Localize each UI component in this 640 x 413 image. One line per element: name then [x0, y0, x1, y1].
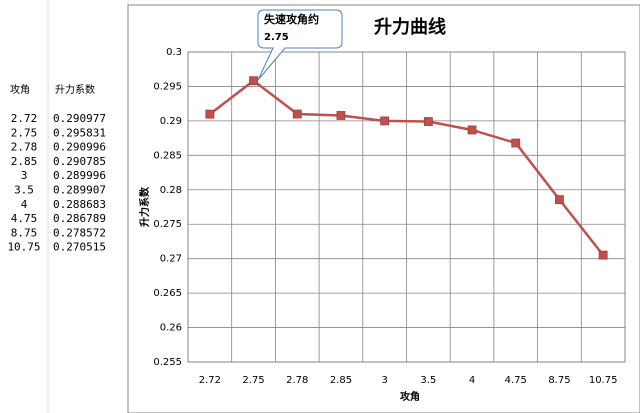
annotation: 2.75: [264, 32, 289, 43]
x-tick-label: 2.78: [286, 375, 308, 386]
series-line: [209, 79, 605, 256]
table-cell: 4.75: [11, 212, 38, 225]
chart-area: [127, 4, 640, 413]
marker: [336, 111, 346, 120]
y-tick-label: 0.295: [153, 81, 182, 92]
table-header: 攻角: [10, 83, 30, 96]
x-tick-label: 3.5: [420, 375, 436, 386]
table-cell: 0.270515: [53, 241, 106, 254]
y-tick-label: 0.285: [153, 150, 182, 161]
y-tick-label: 0.29: [160, 116, 182, 127]
x-tick-label: 3: [381, 375, 387, 386]
marker: [511, 138, 521, 148]
x-tick-label: 2.75: [242, 375, 264, 386]
x-tick-label: 4.75: [505, 375, 527, 386]
annotation: 失速攻角约: [264, 12, 319, 26]
table-header: 升力系数: [55, 83, 95, 96]
callout: 失速攻角约 2.75: [257, 9, 343, 81]
marker: [467, 125, 477, 135]
x-tick-label: 4: [469, 375, 475, 386]
marker: [380, 116, 390, 126]
callout-box: [257, 9, 343, 81]
marker: [555, 195, 564, 205]
y-tick-label: 0.275: [153, 219, 182, 230]
table-cell: 2.78: [11, 141, 38, 154]
y-tick-label: 0.27: [160, 254, 182, 265]
table-cell: 0.289996: [53, 169, 106, 182]
plot-border: [187, 51, 626, 363]
table-cell: 2.75: [11, 126, 38, 139]
table-cell: 4: [21, 198, 28, 211]
data-table: 攻角 升力系数 2.72 0.290977 2.75 0.295831 2.78 0.29…: [7, 83, 106, 254]
y-tick-label: 0.255: [153, 357, 182, 368]
y-tick-label: 0.28: [160, 185, 182, 196]
marker: [423, 117, 433, 126]
x-tick-label: 2.85: [330, 375, 352, 386]
marker: [292, 109, 302, 119]
x-tick-label: 10.75: [589, 375, 618, 386]
y-tick-label: 0.26: [160, 323, 182, 334]
y-tick-label: 0.3: [166, 47, 182, 58]
marker: [598, 250, 608, 260]
table-cell: 0.289907: [53, 184, 106, 197]
x-tick-label: 2.72: [199, 375, 221, 386]
x-tick-label: 8.75: [548, 375, 570, 386]
table-cell: 3: [21, 169, 28, 182]
table-cell: 8.75: [11, 226, 38, 239]
table-cell: 0.278572: [53, 226, 106, 239]
table-cell: 0.288683: [53, 198, 106, 211]
table-cell: 0.295831: [53, 126, 106, 139]
plot-area: 0.255 0.26 0.265 0.27 0.275 0.28 0.285 0.29 0.29…: [153, 47, 626, 386]
y-axis-title: 升力系数: [138, 186, 151, 227]
table-cell: 0.290977: [53, 112, 106, 125]
table-cell: 0.286789: [53, 212, 106, 225]
x-axis-title: 攻角: [400, 390, 420, 403]
marker: [249, 76, 258, 86]
y-tick-label: 0.265: [153, 288, 182, 299]
table-cell: 0.290996: [53, 141, 106, 154]
table-cell: 0.290785: [53, 155, 106, 168]
table-cell: 2.85: [11, 155, 38, 168]
chart-title: 升力曲线: [374, 16, 446, 38]
table-cell: 10.75: [7, 241, 40, 254]
table-cell: 3.5: [14, 184, 34, 197]
table-cell: 2.72: [11, 112, 38, 125]
marker: [205, 109, 215, 119]
